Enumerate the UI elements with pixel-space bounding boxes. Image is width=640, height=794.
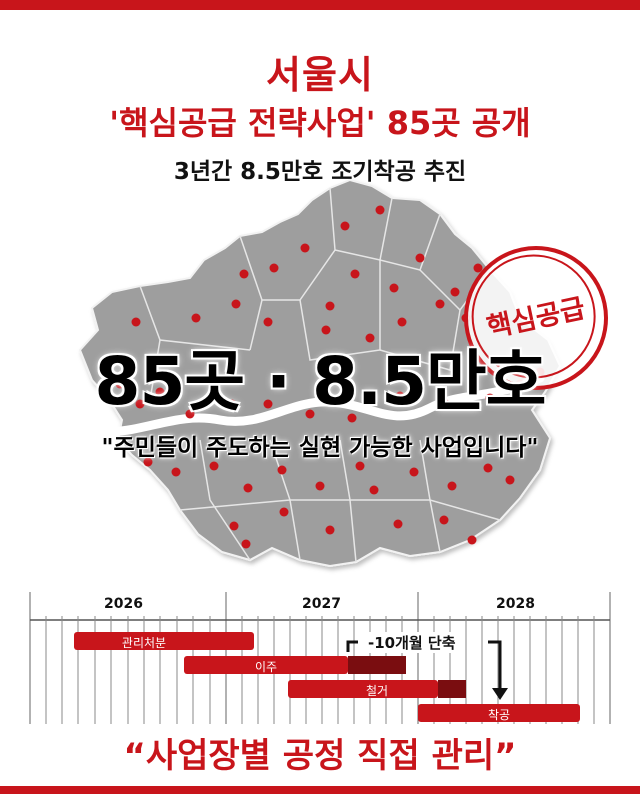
phase-label-relocation: 이주 [254, 660, 278, 674]
shorten-bracket [346, 640, 502, 690]
top-accent-bar [0, 0, 640, 10]
title-line-1: 서울시 [266, 53, 374, 97]
han-river [105, 373, 545, 437]
shorten-label: -10개월 단축 [366, 632, 458, 653]
district-lines [139, 187, 501, 563]
phase-bar-relocation [184, 656, 348, 674]
phase-bar-management [74, 632, 254, 650]
bottom-accent-bar [0, 786, 640, 794]
year-label-3: 2028 [496, 596, 535, 612]
year-label-2: 2027 [302, 596, 341, 612]
phase-label-construction: 착공 [487, 708, 511, 722]
phase-label-demolition: 철거 [365, 684, 389, 698]
title-line-2: '핵심공급 전략사업' 85곳 공개 [109, 104, 531, 142]
phase-label-management: 관리처분 [121, 636, 167, 650]
resident-quote: "주민들이 주도하는 실현 가능한 사업입니다" [101, 435, 539, 461]
phase-bar-demolition-ext [438, 680, 466, 698]
phase-bar-construction [418, 704, 580, 722]
subtitle: 3년간 8.5만호 조기착공 추진 [173, 159, 467, 185]
phase-bar-demolition [288, 680, 438, 698]
year-label-1: 2026 [104, 596, 143, 612]
footer-quote: “사업장별 공정 직접 관리” [123, 736, 517, 776]
phase-bar-relocation-ext [348, 656, 406, 674]
shorten-arrow-head [492, 688, 508, 700]
headline-figure: 85곳 · 8.5만호 [94, 343, 547, 420]
